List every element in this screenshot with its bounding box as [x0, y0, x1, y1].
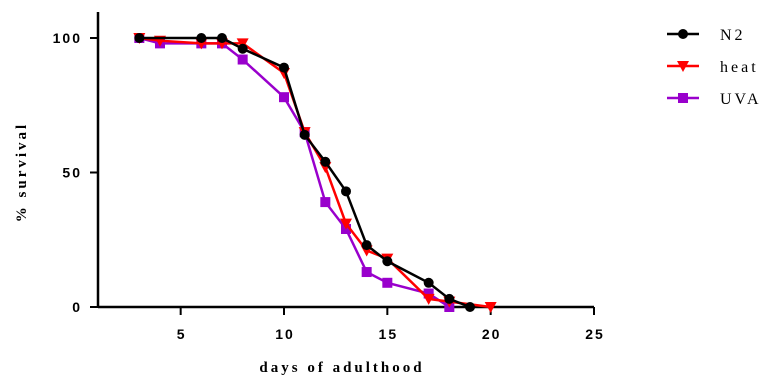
series-uva-point — [279, 92, 289, 103]
series-uva-line — [139, 36, 451, 309]
legend: N2 heat UVA — [667, 27, 762, 108]
series-n2-point — [382, 256, 393, 267]
series-uva-point — [382, 277, 393, 288]
series-n2-point — [341, 186, 351, 197]
series-heat-line — [139, 36, 491, 309]
y-tick-label: 100 — [53, 30, 82, 46]
legend-label: N2 — [720, 27, 746, 44]
series-n2-point — [279, 62, 289, 73]
legend-item-uva: UVA — [667, 91, 762, 108]
series-n2-point — [444, 293, 455, 304]
y-tick-label: 50 — [62, 165, 82, 181]
series-heat-point — [422, 293, 435, 305]
x-tick-label: 20 — [482, 326, 502, 342]
x-tick-label: 15 — [379, 326, 399, 342]
legend-label: UVA — [720, 91, 762, 108]
series-n2-point — [465, 302, 475, 312]
series-n2-point — [196, 33, 207, 43]
x-tick-label: 25 — [585, 326, 605, 342]
y-tick-label: 0 — [72, 299, 82, 315]
series-n2-point — [217, 33, 227, 43]
series-heat — [133, 33, 497, 313]
series-n2-point — [134, 33, 145, 43]
series-uva-point — [361, 267, 372, 278]
series-n2-point — [320, 156, 331, 167]
axes — [96, 12, 594, 309]
legend-item-heat: heat — [667, 59, 759, 76]
series-layer — [133, 33, 497, 313]
series-n2-point — [299, 129, 310, 140]
series-uva-point — [320, 197, 331, 208]
series-heat-point — [484, 302, 497, 313]
series-uva-point — [237, 54, 248, 65]
series-n2-point — [423, 277, 434, 288]
series-n2-line — [139, 36, 471, 309]
x-tick-label: 10 — [275, 326, 295, 342]
series-n2-point — [361, 240, 372, 251]
y-axis-title: % survival — [14, 122, 30, 222]
legend-marker — [678, 29, 688, 39]
legend-marker — [677, 61, 689, 72]
series-n2-point — [237, 43, 248, 54]
series-uva-point — [423, 288, 434, 299]
series-heat-point — [340, 218, 352, 230]
legend-item-n2: N2 — [667, 27, 746, 44]
x-tick-label: 5 — [177, 326, 187, 342]
legend-marker — [678, 93, 688, 103]
ticks: 5 10 15 20 25 0 50 100 — [53, 30, 605, 342]
x-axis-title: days of adulthood — [259, 360, 424, 376]
series-n2 — [134, 33, 475, 312]
legend-label: heat — [720, 59, 759, 76]
